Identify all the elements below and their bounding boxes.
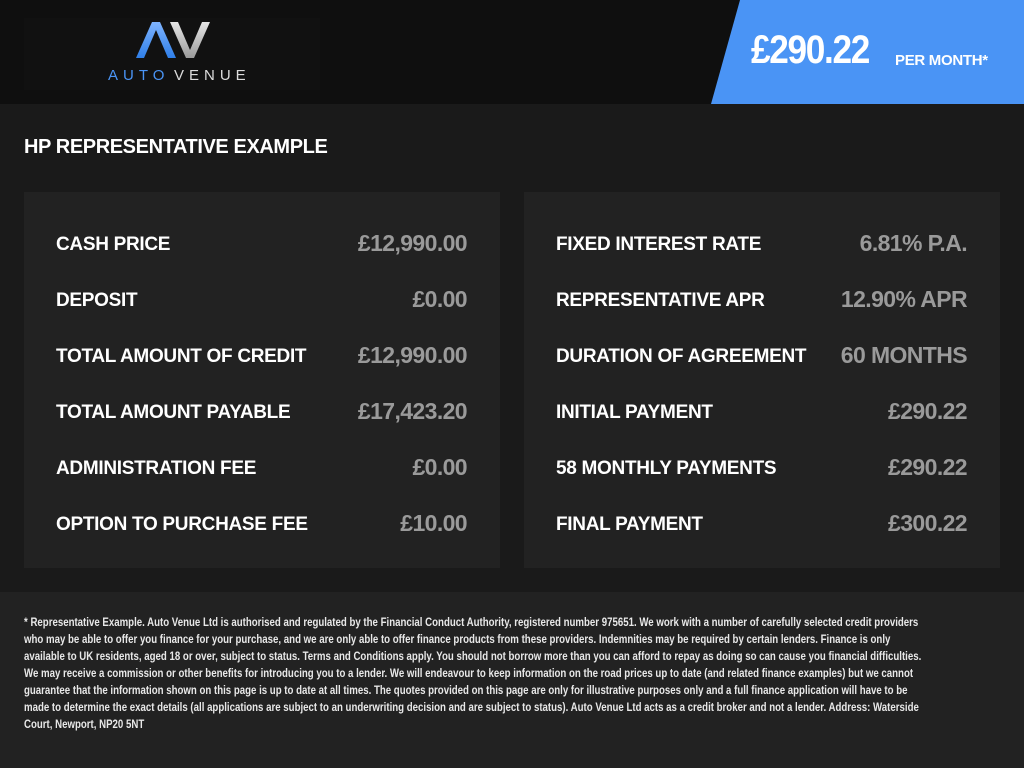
row-label: 58 MONTHLY PAYMENTS: [556, 458, 777, 479]
svg-text:AUTO: AUTO: [108, 67, 169, 84]
row-value: 6.81% P.A.: [859, 230, 968, 256]
per-month-label: PER MONTH*: [895, 52, 988, 69]
row-label: TOTAL AMOUNT PAYABLE: [56, 402, 291, 423]
page-title: HP REPRESENTATIVE EXAMPLE: [24, 136, 328, 158]
row-value: £290.22: [888, 454, 968, 480]
row-label: FIXED INTEREST RATE: [556, 234, 762, 255]
row-deposit: DEPOSIT £0.00: [56, 286, 468, 316]
row-label: INITIAL PAYMENT: [556, 402, 713, 423]
row-label: OPTION TO PURCHASE FEE: [56, 514, 308, 535]
row-label: DURATION OF AGREEMENT: [556, 346, 807, 367]
row-option-fee: OPTION TO PURCHASE FEE £10.00: [56, 510, 468, 540]
monthly-price-banner: £290.22 PER MONTH*: [711, 0, 1024, 104]
row-value: £0.00: [412, 454, 467, 480]
row-value: 60 MONTHS: [840, 342, 968, 368]
autovenue-logo[interactable]: AUTO VENUE: [24, 18, 320, 90]
row-value: £12,990.00: [357, 230, 468, 256]
row-initial-payment: INITIAL PAYMENT £290.22: [556, 398, 968, 428]
row-monthly-payments: 58 MONTHLY PAYMENTS £290.22: [556, 454, 968, 484]
finance-panel-right: FIXED INTEREST RATE 6.81% P.A. REPRESENTA…: [524, 192, 1000, 568]
row-label: DEPOSIT: [56, 290, 138, 311]
row-apr: REPRESENTATIVE APR 12.90% APR: [556, 286, 968, 316]
row-value: 12.90% APR: [840, 286, 968, 312]
row-value: £17,423.20: [357, 398, 468, 424]
footer: * Representative Example. Auto Venue Ltd…: [0, 592, 1024, 768]
disclaimer-text: * Representative Example. Auto Venue Ltd…: [24, 617, 922, 731]
row-label: FINAL PAYMENT: [556, 514, 703, 535]
row-label: REPRESENTATIVE APR: [556, 290, 765, 311]
row-interest-rate: FIXED INTEREST RATE 6.81% P.A.: [556, 230, 968, 260]
row-final-payment: FINAL PAYMENT £300.22: [556, 510, 968, 540]
finance-panel-left: CASH PRICE £12,990.00 DEPOSIT £0.00 TOTAL …: [24, 192, 500, 568]
row-value: £10.00: [400, 510, 467, 536]
row-admin-fee: ADMINISTRATION FEE £0.00: [56, 454, 468, 484]
row-value: £300.22: [888, 510, 968, 536]
row-value: £12,990.00: [357, 342, 468, 368]
row-value: £0.00: [412, 286, 467, 312]
row-value: £290.22: [888, 398, 968, 424]
header: AUTO VENUE £290.22 PER MONTH*: [0, 0, 1024, 104]
row-label: ADMINISTRATION FEE: [56, 458, 257, 479]
row-total-credit: TOTAL AMOUNT OF CREDIT £12,990.00: [56, 342, 468, 372]
row-cash-price: CASH PRICE £12,990.00: [56, 230, 468, 260]
monthly-price: £290.22: [751, 28, 870, 72]
row-total-payable: TOTAL AMOUNT PAYABLE £17,423.20: [56, 398, 468, 428]
row-label: CASH PRICE: [56, 234, 171, 255]
svg-text:VENUE: VENUE: [174, 67, 251, 84]
row-duration: DURATION OF AGREEMENT 60 MONTHS: [556, 342, 968, 372]
row-label: TOTAL AMOUNT OF CREDIT: [56, 346, 307, 367]
